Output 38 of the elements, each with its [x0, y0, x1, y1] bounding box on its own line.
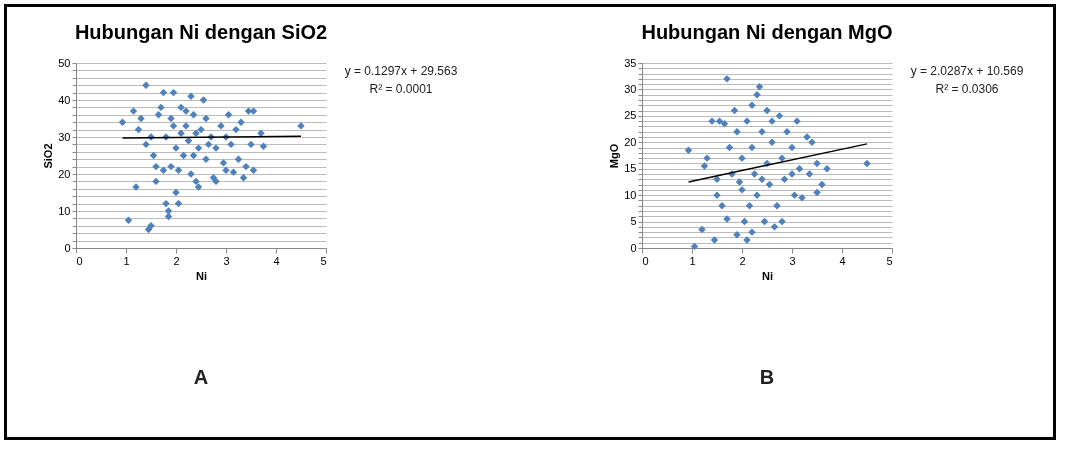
text: A	[193, 366, 209, 388]
text: B	[759, 366, 775, 388]
y-tick-label: 30	[624, 82, 637, 95]
x-tick-label: 3	[223, 254, 230, 267]
text: R² = 0.0001	[369, 82, 433, 96]
y-tick-label: 0	[64, 241, 71, 254]
x-axis-title: Ni	[762, 269, 773, 282]
y-tick-label: 50	[58, 56, 71, 69]
x-tick-label: 4	[839, 254, 846, 267]
x-tick-label: 0	[642, 254, 649, 267]
x-axis-title: Ni	[196, 269, 207, 282]
y-tick-label: 35	[624, 56, 637, 69]
y-axis-title: MgO	[608, 143, 621, 169]
y-tick-label: 10	[624, 188, 637, 201]
chart-title: Hubungan Ni dengan MgO	[641, 21, 893, 43]
y-axis-title: SiO2	[42, 143, 55, 169]
x-tick-label: 1	[689, 254, 696, 267]
text: y = 2.0287x + 10.569	[910, 64, 1024, 78]
y-tick-label: 20	[624, 135, 637, 148]
y-tick-label: 10	[58, 204, 71, 217]
y-tick-label: 15	[624, 162, 637, 175]
y-tick-label: 40	[58, 93, 71, 106]
chart-title: Hubungan Ni dengan SiO2	[74, 21, 328, 43]
y-tick-label: 30	[58, 130, 71, 143]
y-tick-label: 20	[58, 167, 71, 180]
x-tick-label: 5	[886, 254, 893, 267]
y-tick-label: 0	[630, 241, 637, 254]
x-tick-label: 3	[789, 254, 796, 267]
x-tick-label: 1	[123, 254, 130, 267]
x-tick-label: 2	[173, 254, 180, 267]
x-tick-label: 2	[739, 254, 746, 267]
x-tick-label: 4	[273, 254, 280, 267]
y-tick-label: 25	[624, 109, 637, 122]
text: R² = 0.0306	[935, 82, 999, 96]
y-tick-label: 5	[630, 215, 637, 228]
text: y = 0.1297x + 29.563	[344, 64, 458, 78]
x-tick-label: 0	[76, 254, 83, 267]
x-tick-label: 5	[320, 254, 327, 267]
